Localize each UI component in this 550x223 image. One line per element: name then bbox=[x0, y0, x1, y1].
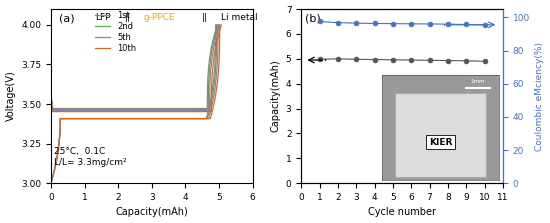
2nd bbox=[157, 108, 164, 111]
10th bbox=[48, 95, 54, 97]
1st bbox=[156, 107, 163, 110]
2nd bbox=[215, 24, 222, 26]
5th bbox=[50, 109, 56, 112]
Y-axis label: Voltage(V): Voltage(V) bbox=[6, 71, 15, 122]
Text: (b): (b) bbox=[305, 13, 321, 23]
10th bbox=[159, 110, 166, 113]
2nd bbox=[160, 108, 167, 111]
Y-axis label: Capacity(mAh): Capacity(mAh) bbox=[270, 60, 280, 132]
2nd bbox=[50, 108, 56, 111]
10th bbox=[162, 110, 169, 113]
2nd bbox=[75, 108, 81, 111]
Line: 2nd: 2nd bbox=[51, 25, 218, 109]
1st bbox=[210, 39, 216, 42]
1st bbox=[207, 53, 213, 56]
Line: 5th: 5th bbox=[51, 25, 219, 110]
5th bbox=[212, 39, 218, 42]
Text: Li metal: Li metal bbox=[221, 13, 258, 22]
1st bbox=[48, 95, 54, 97]
Text: LFP: LFP bbox=[95, 13, 111, 22]
Line: 10th: 10th bbox=[51, 25, 222, 112]
5th bbox=[180, 109, 187, 112]
10th bbox=[211, 55, 217, 57]
1st bbox=[179, 107, 185, 110]
2nd bbox=[208, 54, 214, 56]
10th bbox=[218, 24, 225, 26]
Text: ||: || bbox=[124, 13, 130, 22]
10th bbox=[50, 110, 56, 113]
1st bbox=[50, 107, 56, 110]
2nd bbox=[211, 39, 217, 42]
1st bbox=[160, 107, 166, 110]
Text: g-PPCE: g-PPCE bbox=[144, 13, 175, 22]
5th bbox=[75, 109, 81, 112]
5th bbox=[209, 54, 216, 57]
Legend: 1st, 2nd, 5th, 10th: 1st, 2nd, 5th, 10th bbox=[95, 11, 136, 53]
5th bbox=[216, 24, 223, 26]
Line: 1st: 1st bbox=[51, 25, 217, 108]
10th bbox=[213, 40, 220, 42]
10th bbox=[75, 110, 82, 113]
2nd bbox=[48, 95, 54, 97]
Text: 25°C,  0.1C
L/L= 3.3mg/cm²: 25°C, 0.1C L/L= 3.3mg/cm² bbox=[54, 147, 127, 167]
1st bbox=[75, 107, 81, 110]
1st bbox=[214, 24, 221, 26]
10th bbox=[182, 110, 189, 113]
Text: (a): (a) bbox=[59, 13, 75, 23]
5th bbox=[158, 109, 164, 112]
5th bbox=[48, 95, 54, 97]
Text: ||: || bbox=[202, 13, 208, 22]
2nd bbox=[179, 108, 186, 111]
Y-axis label: Coulombic eMciency(%): Coulombic eMciency(%) bbox=[536, 42, 544, 151]
5th bbox=[161, 109, 168, 112]
X-axis label: Capacity(mAh): Capacity(mAh) bbox=[116, 207, 188, 217]
X-axis label: Cycle number: Cycle number bbox=[368, 207, 436, 217]
